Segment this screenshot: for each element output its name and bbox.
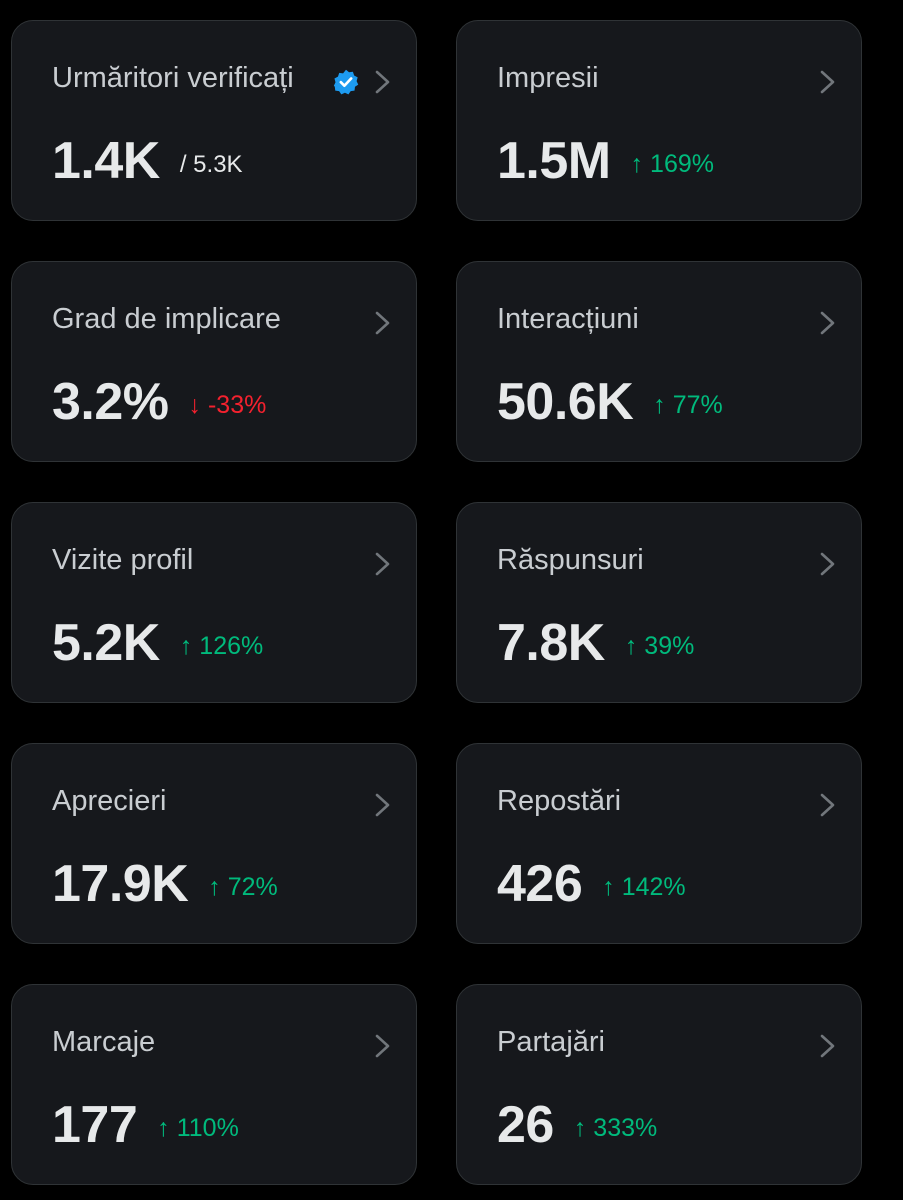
metrics-grid: Urmăritori verificați 1.4K / 5.3K Impres… bbox=[11, 20, 862, 1185]
metric-value: 1.4K bbox=[52, 132, 160, 190]
chevron-right-icon[interactable] bbox=[372, 792, 394, 818]
chevron-right-icon[interactable] bbox=[817, 1033, 839, 1059]
metric-card-impressions[interactable]: Impresii 1.5M ↑ 169% bbox=[456, 20, 862, 221]
metric-card-likes[interactable]: Aprecieri 17.9K ↑ 72% bbox=[11, 743, 417, 944]
metric-value-row: 1.5M ↑ 169% bbox=[497, 131, 714, 191]
metric-value-row: 1.4K / 5.3K bbox=[52, 131, 243, 191]
metric-value-row: 7.8K ↑ 39% bbox=[497, 613, 694, 673]
metric-value-row: 26 ↑ 333% bbox=[497, 1095, 657, 1155]
metric-card-bookmarks[interactable]: Marcaje 177 ↑ 110% bbox=[11, 984, 417, 1185]
metric-card-engagement-rate[interactable]: Grad de implicare 3.2% ↓ -33% bbox=[11, 261, 417, 462]
metric-change: ↑ 169% bbox=[630, 149, 714, 178]
chevron-right-icon[interactable] bbox=[372, 69, 394, 95]
metric-value: 426 bbox=[497, 855, 583, 913]
metric-change: ↑ 126% bbox=[179, 631, 264, 660]
metric-value: 26 bbox=[497, 1096, 554, 1154]
metric-change: ↓ -33% bbox=[188, 390, 267, 419]
metric-change: ↑ 39% bbox=[624, 631, 695, 660]
metric-change: ↑ 72% bbox=[208, 872, 278, 901]
metric-value-row: 3.2% ↓ -33% bbox=[52, 372, 266, 432]
metric-title: Urmăritori verificați bbox=[52, 62, 294, 94]
metric-value: 1.5M bbox=[497, 132, 611, 190]
chevron-right-icon[interactable] bbox=[817, 551, 839, 577]
chevron-right-icon[interactable] bbox=[372, 310, 394, 336]
metric-change: ↑ 333% bbox=[573, 1113, 658, 1142]
metric-title: Interacțiuni bbox=[497, 303, 639, 335]
metric-card-profile-visits[interactable]: Vizite profil 5.2K ↑ 126% bbox=[11, 502, 417, 703]
chevron-right-icon[interactable] bbox=[372, 1033, 394, 1059]
metric-total: / 5.3K bbox=[179, 151, 243, 178]
chevron-right-icon[interactable] bbox=[817, 792, 839, 818]
metric-change: ↑ 110% bbox=[157, 1113, 239, 1142]
metric-value: 177 bbox=[52, 1096, 138, 1154]
metric-value-row: 17.9K ↑ 72% bbox=[52, 854, 278, 914]
metric-value: 3.2% bbox=[52, 373, 169, 431]
metric-value-row: 5.2K ↑ 126% bbox=[52, 613, 263, 673]
metric-value-row: 50.6K ↑ 77% bbox=[497, 372, 723, 432]
metric-card-shares[interactable]: Partajări 26 ↑ 333% bbox=[456, 984, 862, 1185]
metric-value-row: 426 ↑ 142% bbox=[497, 854, 686, 914]
metric-card-interactions[interactable]: Interacțiuni 50.6K ↑ 77% bbox=[456, 261, 862, 462]
metric-title: Marcaje bbox=[52, 1026, 156, 1058]
chevron-right-icon[interactable] bbox=[817, 69, 839, 95]
metric-title: Grad de implicare bbox=[52, 303, 281, 335]
metric-value: 17.9K bbox=[52, 855, 189, 913]
metric-change: ↑ 77% bbox=[653, 390, 723, 419]
metric-title: Răspunsuri bbox=[497, 544, 644, 576]
metric-title: Impresii bbox=[497, 62, 599, 94]
metric-card-reposts[interactable]: Repostări 426 ↑ 142% bbox=[456, 743, 862, 944]
metric-title: Aprecieri bbox=[52, 785, 167, 817]
metric-card-replies[interactable]: Răspunsuri 7.8K ↑ 39% bbox=[456, 502, 862, 703]
metric-title: Repostări bbox=[497, 785, 622, 817]
chevron-right-icon[interactable] bbox=[372, 551, 394, 577]
metric-change: ↑ 142% bbox=[602, 872, 686, 901]
chevron-right-icon[interactable] bbox=[817, 310, 839, 336]
metric-title: Vizite profil bbox=[52, 544, 194, 576]
metric-value: 7.8K bbox=[497, 614, 605, 672]
verified-badge-icon bbox=[333, 69, 359, 95]
metric-value-row: 177 ↑ 110% bbox=[52, 1095, 239, 1155]
metric-value: 50.6K bbox=[497, 373, 634, 431]
metric-title: Partajări bbox=[497, 1026, 605, 1058]
metric-card-verified-followers[interactable]: Urmăritori verificați 1.4K / 5.3K bbox=[11, 20, 417, 221]
metric-value: 5.2K bbox=[52, 614, 160, 672]
